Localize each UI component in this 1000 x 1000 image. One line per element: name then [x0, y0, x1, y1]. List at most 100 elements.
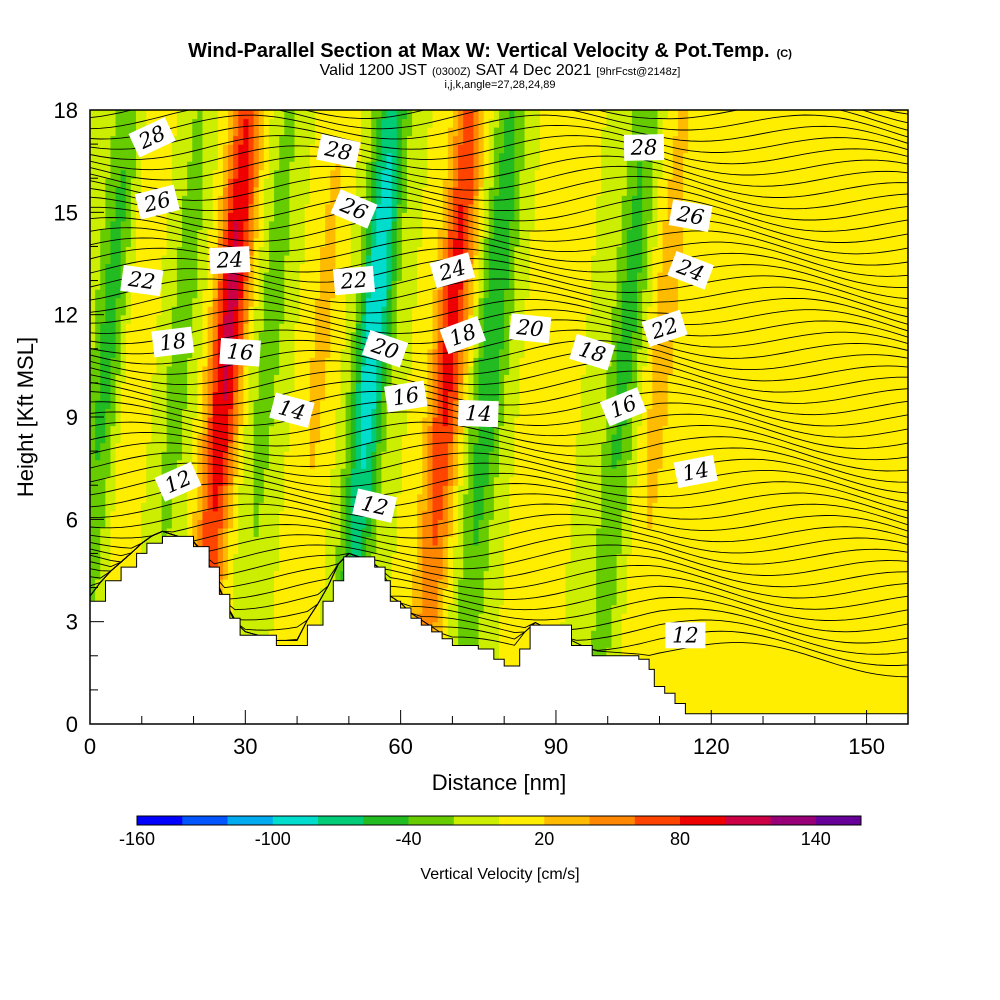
- velocity-cell: [212, 331, 219, 341]
- velocity-cell: [222, 314, 229, 324]
- velocity-cell: [90, 485, 96, 495]
- velocity-cell: [320, 220, 326, 230]
- velocity-cell: [130, 314, 137, 324]
- velocity-cell: [176, 519, 183, 529]
- velocity-cell: [294, 144, 301, 154]
- velocity-cell: [422, 289, 429, 299]
- velocity-cell: [309, 596, 316, 606]
- velocity-cell: [197, 237, 204, 248]
- velocity-cell: [171, 391, 178, 401]
- velocity-cell: [325, 510, 331, 520]
- velocity-cell: [130, 348, 137, 358]
- velocity-cell: [253, 579, 260, 589]
- velocity-cell: [299, 519, 306, 529]
- velocity-cell: [100, 570, 106, 580]
- velocity-cell: [371, 544, 377, 555]
- velocity-cell: [263, 417, 270, 427]
- velocity-cell: [105, 544, 112, 555]
- velocity-cell: [401, 434, 408, 444]
- velocity-cell: [110, 212, 117, 222]
- velocity-cell: [304, 289, 311, 299]
- velocity-cell: [335, 178, 342, 188]
- velocity-cell: [371, 152, 377, 162]
- velocity-cell: [192, 417, 198, 427]
- velocity-cell: [345, 391, 352, 401]
- velocity-cell: [371, 229, 377, 239]
- velocity-cell: [187, 152, 193, 162]
- velocity-cell: [274, 144, 280, 154]
- velocity-cell: [284, 638, 290, 648]
- velocity-cell: [253, 596, 260, 606]
- velocity-cell: [95, 135, 101, 145]
- velocity-cell: [192, 127, 198, 137]
- velocity-cell: [100, 254, 106, 265]
- velocity-cell: [366, 254, 372, 265]
- velocity-cell: [187, 425, 193, 435]
- velocity-cell: [141, 152, 147, 162]
- velocity-cell: [217, 195, 224, 205]
- velocity-cell: [299, 212, 306, 222]
- velocity-cell: [309, 280, 316, 290]
- velocity-cell: [432, 604, 439, 614]
- velocity-cell: [197, 161, 204, 171]
- velocity-cell: [258, 280, 265, 290]
- velocity-cell: [406, 579, 413, 589]
- velocity-cell: [396, 246, 403, 256]
- velocity-cell: [330, 544, 336, 555]
- velocity-cell: [314, 570, 321, 580]
- velocity-cell: [386, 263, 393, 273]
- velocity-cell: [253, 297, 260, 307]
- velocity-cell: [207, 382, 214, 393]
- velocity-cell: [325, 348, 331, 358]
- velocity-cell: [90, 434, 96, 444]
- velocity-cell: [233, 297, 239, 307]
- velocity-cell: [253, 289, 260, 299]
- velocity-cell: [258, 237, 265, 248]
- velocity-cell: [274, 621, 280, 631]
- velocity-cell: [345, 127, 352, 137]
- velocity-cell: [217, 561, 224, 572]
- velocity-cell: [412, 365, 418, 375]
- velocity-cell: [386, 468, 393, 478]
- velocity-cell: [120, 110, 127, 120]
- velocity-cell: [95, 391, 101, 401]
- velocity-cell: [396, 476, 403, 486]
- velocity-cell: [263, 536, 270, 546]
- velocity-cell: [217, 459, 224, 469]
- velocity-cell: [381, 323, 388, 333]
- velocity-cell: [212, 289, 219, 299]
- velocity-cell: [268, 553, 275, 563]
- velocity-cell: [258, 417, 265, 427]
- velocity-cell: [130, 152, 137, 162]
- velocity-cell: [412, 340, 418, 350]
- velocity-cell: [314, 110, 321, 120]
- velocity-cell: [197, 280, 204, 290]
- velocity-cell: [386, 519, 393, 529]
- velocity-cell: [417, 220, 423, 230]
- velocity-cell: [309, 493, 316, 503]
- velocity-cell: [355, 348, 362, 358]
- velocity-cell: [141, 178, 147, 188]
- velocity-cell: [417, 434, 423, 444]
- velocity-cell: [401, 280, 408, 290]
- velocity-cell: [110, 186, 117, 196]
- velocity-cell: [233, 417, 239, 427]
- velocity-cell: [314, 493, 321, 503]
- velocity-cell: [422, 331, 429, 341]
- velocity-cell: [156, 229, 163, 239]
- velocity-cell: [217, 382, 224, 393]
- velocity-cell: [268, 442, 275, 452]
- chart-indices: i,j,k,angle=27,28,24,89: [444, 79, 555, 91]
- velocity-cell: [432, 357, 439, 367]
- velocity-cell: [427, 510, 434, 520]
- velocity-cell: [320, 596, 326, 606]
- velocity-cell: [325, 357, 331, 367]
- velocity-cell: [110, 399, 117, 410]
- velocity-cell: [412, 459, 418, 469]
- velocity-cell: [263, 314, 270, 324]
- velocity-cell: [258, 544, 265, 555]
- velocity-cell: [320, 340, 326, 350]
- velocity-cell: [130, 365, 137, 375]
- velocity-cell: [330, 314, 336, 324]
- velocity-cell: [115, 110, 122, 120]
